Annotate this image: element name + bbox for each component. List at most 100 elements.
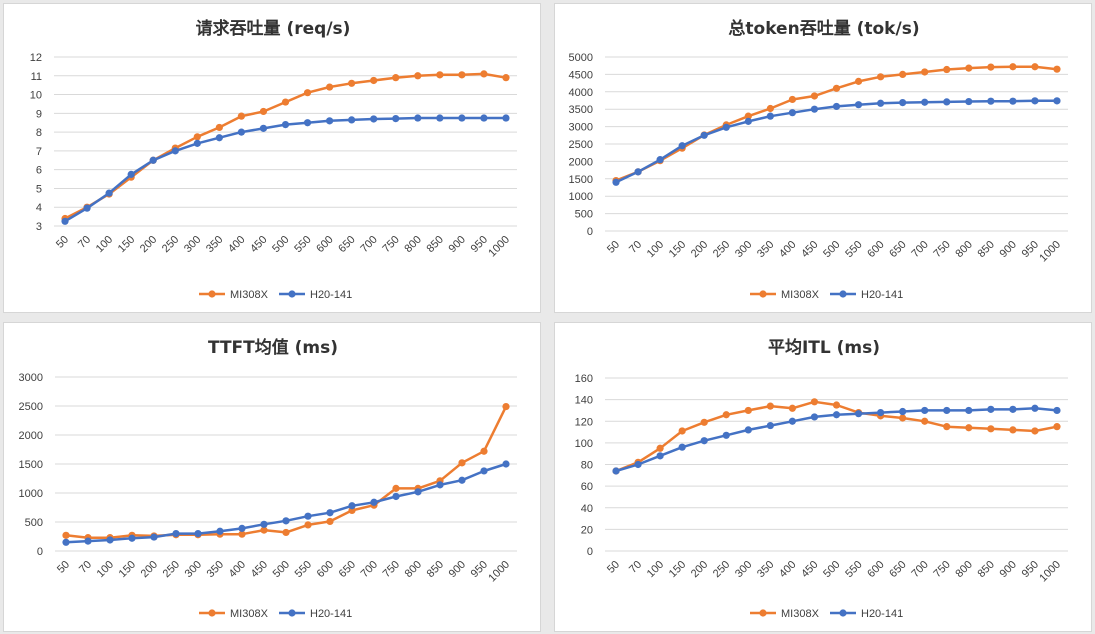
x-tick-label: 600 (865, 239, 886, 260)
data-point-h20-141 (700, 131, 708, 139)
data-point-mi308x (237, 112, 246, 120)
data-point-mi308x (370, 76, 378, 85)
data-point-mi308x (1053, 423, 1061, 431)
data-point-h20-141 (656, 156, 664, 164)
chart-panel-itl-mean: 平均ITL (ms) 0 20 40 60 80 100 120 140 160 50 70 100 15… (554, 322, 1092, 632)
x-tick-label: 250 (711, 239, 732, 260)
x-tick-label: 900 (998, 239, 1019, 260)
data-point-mi308x (987, 63, 995, 71)
x-tick-label: 500 (271, 559, 292, 580)
data-point-h20-141 (348, 502, 356, 510)
x-tick-label: 200 (689, 559, 710, 580)
data-point-mi308x (1009, 63, 1017, 71)
x-tick-label: 200 (689, 239, 710, 260)
data-point-h20-141 (216, 527, 224, 535)
data-point-h20-141 (722, 123, 730, 131)
data-point-mi308x (987, 425, 995, 433)
legend-label: H20-141 (310, 608, 352, 620)
legend-swatch-marker (759, 290, 767, 298)
chart-title: 平均ITL (ms) (768, 337, 880, 358)
data-point-h20-141 (634, 460, 642, 469)
x-tick-label: 400 (777, 559, 798, 580)
x-tick-label: 900 (998, 559, 1019, 580)
data-point-h20-141 (744, 117, 752, 125)
y-tick-label: 6 (36, 165, 42, 177)
data-point-h20-141 (370, 498, 378, 506)
x-tick-label: 700 (358, 234, 379, 255)
legend-swatch-marker (839, 290, 847, 298)
x-tick-label: 350 (205, 559, 226, 580)
chart-svg: 总token吞吐量 (tok/s) 0 500 1000 1500 2000 2500 300… (569, 18, 1068, 301)
x-tick-label: 450 (799, 239, 820, 260)
data-point-h20-141 (943, 406, 951, 415)
data-point-h20-141 (921, 98, 929, 106)
x-tick-label: 300 (183, 559, 204, 580)
data-point-mi308x (943, 65, 951, 74)
data-point-h20-141 (1031, 97, 1039, 105)
data-point-mi308x (392, 74, 400, 82)
x-tick-label: 800 (403, 559, 424, 580)
data-point-h20-141 (259, 124, 268, 132)
y-tick-label: 2500 (19, 401, 43, 413)
data-point-h20-141 (678, 443, 686, 451)
data-point-h20-141 (392, 114, 400, 123)
x-tick-label: 650 (337, 559, 358, 580)
data-point-h20-141 (303, 119, 312, 127)
y-tick-label: 3 (36, 221, 42, 233)
y-tick-label: 1500 (19, 459, 43, 471)
data-point-mi308x (348, 79, 356, 87)
data-point-mi308x (1009, 426, 1017, 434)
data-point-mi308x (392, 484, 400, 492)
data-point-h20-141 (172, 530, 180, 538)
y-tick-label: 1000 (569, 191, 593, 203)
x-tick-label: 100 (94, 234, 115, 255)
y-tick-label: 100 (575, 438, 593, 450)
x-tick-label: 800 (953, 239, 974, 260)
data-point-h20-141 (854, 101, 863, 109)
data-point-h20-141 (414, 488, 422, 496)
data-point-h20-141 (436, 114, 444, 122)
data-point-mi308x (921, 417, 929, 425)
data-point-h20-141 (193, 139, 201, 147)
data-point-h20-141 (987, 405, 995, 413)
legend-swatch-marker (208, 609, 216, 617)
legend-label: MI308X (230, 289, 269, 301)
data-point-h20-141 (766, 421, 774, 430)
data-point-h20-141 (634, 168, 642, 176)
y-tick-label: 40 (581, 503, 593, 515)
y-tick-label: 11 (31, 71, 42, 83)
data-point-h20-141 (480, 114, 488, 122)
data-point-mi308x (1031, 63, 1039, 71)
data-point-mi308x (502, 74, 510, 82)
data-point-mi308x (458, 459, 466, 467)
y-tick-label: 0 (587, 226, 593, 238)
data-point-h20-141 (61, 217, 69, 225)
x-tick-label: 350 (755, 239, 776, 260)
data-point-mi308x (965, 64, 973, 72)
data-point-h20-141 (84, 537, 92, 545)
legend-label: MI308X (230, 608, 269, 620)
x-tick-label: 400 (777, 239, 798, 260)
data-point-h20-141 (656, 452, 664, 460)
data-point-mi308x (899, 414, 907, 422)
legend-swatch-marker (288, 290, 296, 298)
x-tick-label: 1000 (1037, 239, 1063, 265)
data-point-mi308x (810, 92, 819, 100)
y-tick-label: 500 (25, 517, 43, 529)
x-tick-label: 850 (425, 559, 446, 580)
data-point-h20-141 (612, 467, 620, 475)
data-point-mi308x (876, 73, 885, 81)
x-tick-label: 250 (160, 234, 181, 255)
series-line-h20-141 (615, 99, 1057, 184)
x-tick-label: 250 (711, 559, 732, 580)
data-point-h20-141 (899, 98, 907, 107)
legend-label: H20-141 (861, 289, 903, 301)
data-point-h20-141 (502, 114, 510, 122)
data-point-mi308x (304, 521, 312, 529)
x-tick-label: 300 (182, 234, 203, 255)
x-tick-label: 350 (204, 234, 225, 255)
x-tick-label: 750 (931, 559, 952, 580)
x-tick-label: 150 (117, 559, 138, 580)
x-tick-label: 150 (667, 559, 688, 580)
